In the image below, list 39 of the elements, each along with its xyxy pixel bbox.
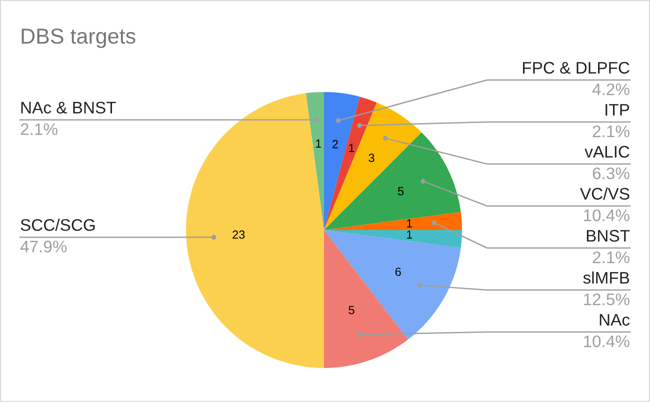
slice-label: VC/VS bbox=[580, 187, 630, 200]
data-label: 23 bbox=[232, 230, 245, 239]
data-label: 1 bbox=[406, 230, 412, 239]
data-label: 2 bbox=[332, 140, 338, 148]
pie-slice bbox=[186, 93, 324, 368]
text: 2.1% bbox=[592, 125, 630, 138]
pie-slice bbox=[324, 230, 408, 368]
pie-slice bbox=[306, 92, 324, 230]
text: 4.2% bbox=[592, 83, 630, 96]
data-label: 1 bbox=[316, 140, 322, 148]
pie-slice bbox=[324, 96, 377, 230]
pie-slice bbox=[324, 132, 461, 230]
text: 12.5% bbox=[584, 293, 630, 306]
slice-label: slMFB bbox=[583, 271, 630, 284]
text: 2.1% bbox=[592, 251, 630, 264]
slice-label: NAc bbox=[600, 314, 630, 326]
slice-label: BNST bbox=[586, 230, 630, 242]
slice-label: ITP bbox=[606, 104, 630, 116]
data-label: 1 bbox=[406, 219, 412, 228]
data-label: 3 bbox=[368, 154, 374, 162]
slice-label: FPC & DLPFC bbox=[523, 62, 630, 74]
text: 2.1% bbox=[20, 123, 58, 136]
slice-label: NAc & BNST bbox=[21, 102, 116, 114]
chart-title: DBS targets bbox=[22, 28, 136, 48]
pie-slice bbox=[324, 230, 462, 248]
pie-slice bbox=[324, 212, 462, 230]
data-label: 5 bbox=[398, 187, 404, 196]
text: 47.9% bbox=[20, 240, 67, 252]
data-label: 5 bbox=[348, 306, 354, 314]
data-label: 1 bbox=[349, 144, 354, 152]
slice-label: vALIC bbox=[584, 146, 630, 158]
text: 10.4% bbox=[584, 335, 630, 348]
pie-slice bbox=[324, 230, 461, 340]
data-label: 6 bbox=[395, 268, 401, 276]
pie-slice bbox=[324, 102, 422, 230]
text: 10.4% bbox=[584, 209, 630, 222]
text: 6.3% bbox=[592, 167, 630, 180]
pie-slice bbox=[324, 92, 360, 230]
slice-label: SCC/SCG bbox=[20, 218, 95, 231]
